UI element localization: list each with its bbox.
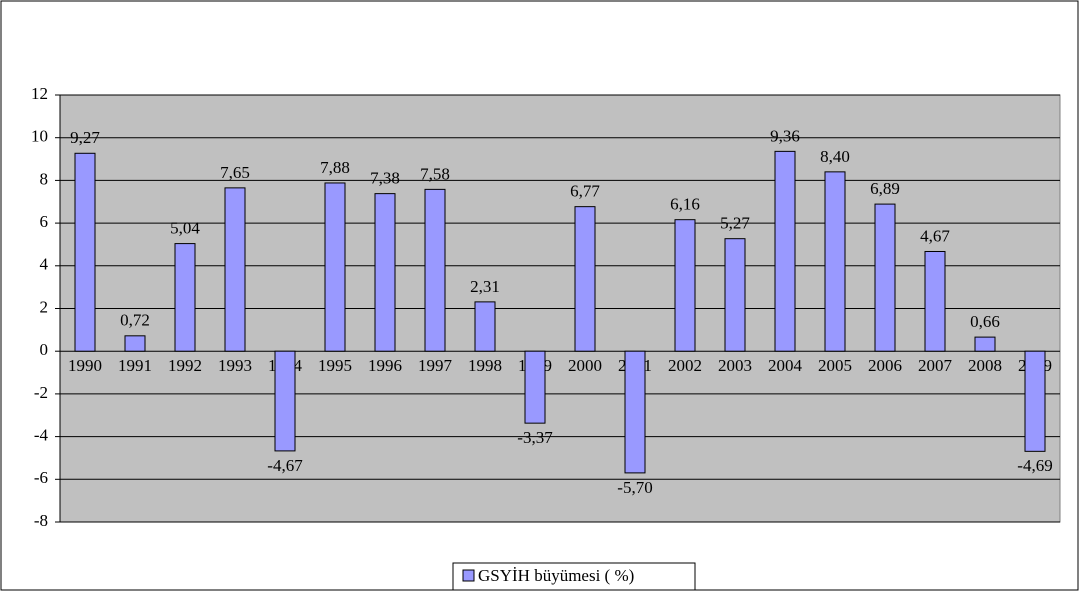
data-label: 6,77 [570, 182, 600, 201]
data-label: 6,89 [870, 179, 900, 198]
bar [174, 243, 196, 352]
bar [274, 350, 296, 452]
bar [774, 150, 796, 352]
data-label: 4,67 [920, 226, 950, 245]
y-tick-label: 0 [40, 340, 49, 359]
x-tick-label: 2005 [818, 356, 852, 375]
x-tick-label: 1998 [468, 356, 502, 375]
x-tick-label: 2006 [868, 356, 902, 375]
x-tick-label: 2002 [668, 356, 702, 375]
x-tick-label: 1992 [168, 356, 202, 375]
x-tick-label: 2003 [718, 356, 752, 375]
x-tick-label: 1993 [218, 356, 252, 375]
data-label: 6,16 [670, 195, 700, 214]
x-tick-label: 1991 [118, 356, 152, 375]
bar [124, 335, 146, 352]
bar [924, 250, 946, 352]
y-tick-label: -8 [34, 511, 48, 530]
y-tick-label: -4 [34, 426, 49, 445]
data-label: 8,40 [820, 147, 850, 166]
x-tick-label: 1996 [368, 356, 402, 375]
y-tick-label: 8 [40, 169, 49, 188]
bar [724, 238, 746, 352]
data-label: 2,31 [470, 277, 500, 296]
data-label: 7,38 [370, 169, 400, 188]
data-label: -4,69 [1017, 456, 1052, 475]
bar [824, 171, 846, 352]
data-label: 9,27 [70, 128, 100, 147]
y-tick-label: 6 [40, 212, 49, 231]
data-label: -4,67 [267, 456, 303, 475]
y-tick-label: 10 [31, 127, 48, 146]
data-label: 5,04 [170, 219, 200, 238]
data-label: 0,66 [970, 312, 1000, 331]
bar [424, 188, 446, 352]
bar [674, 219, 696, 352]
data-label: -5,70 [617, 478, 652, 497]
data-label: -3,37 [517, 428, 553, 447]
data-label: 7,88 [320, 158, 350, 177]
x-tick-label: 2000 [568, 356, 602, 375]
bar [74, 152, 96, 352]
legend-label: GSYİH büyümesi ( %) [478, 566, 634, 585]
bar [224, 187, 246, 352]
x-tick-label: 2008 [968, 356, 1002, 375]
bar [1024, 350, 1046, 452]
bar [374, 193, 396, 352]
x-tick-label: 2004 [768, 356, 803, 375]
y-tick-label: 2 [40, 297, 49, 316]
bar [624, 350, 646, 474]
y-tick-label: -2 [34, 383, 48, 402]
bar [574, 206, 596, 352]
y-tick-label: 12 [31, 84, 48, 103]
x-tick-label: 2007 [918, 356, 953, 375]
x-tick-label: 1997 [418, 356, 453, 375]
data-label: 7,65 [220, 163, 250, 182]
x-tick-label: 1990 [68, 356, 102, 375]
bar [974, 336, 996, 352]
x-tick-label: 1995 [318, 356, 352, 375]
data-label: 9,36 [770, 126, 800, 145]
legend-box [452, 562, 696, 591]
data-label: 5,27 [720, 214, 750, 233]
y-tick-label: -6 [34, 468, 48, 487]
bar [874, 203, 896, 352]
data-label: 7,58 [420, 164, 450, 183]
bar [474, 301, 496, 352]
bar [324, 182, 346, 352]
legend-swatch [462, 569, 475, 582]
y-tick-label: 4 [40, 255, 49, 274]
data-label: 0,72 [120, 311, 150, 330]
bar [524, 350, 546, 424]
